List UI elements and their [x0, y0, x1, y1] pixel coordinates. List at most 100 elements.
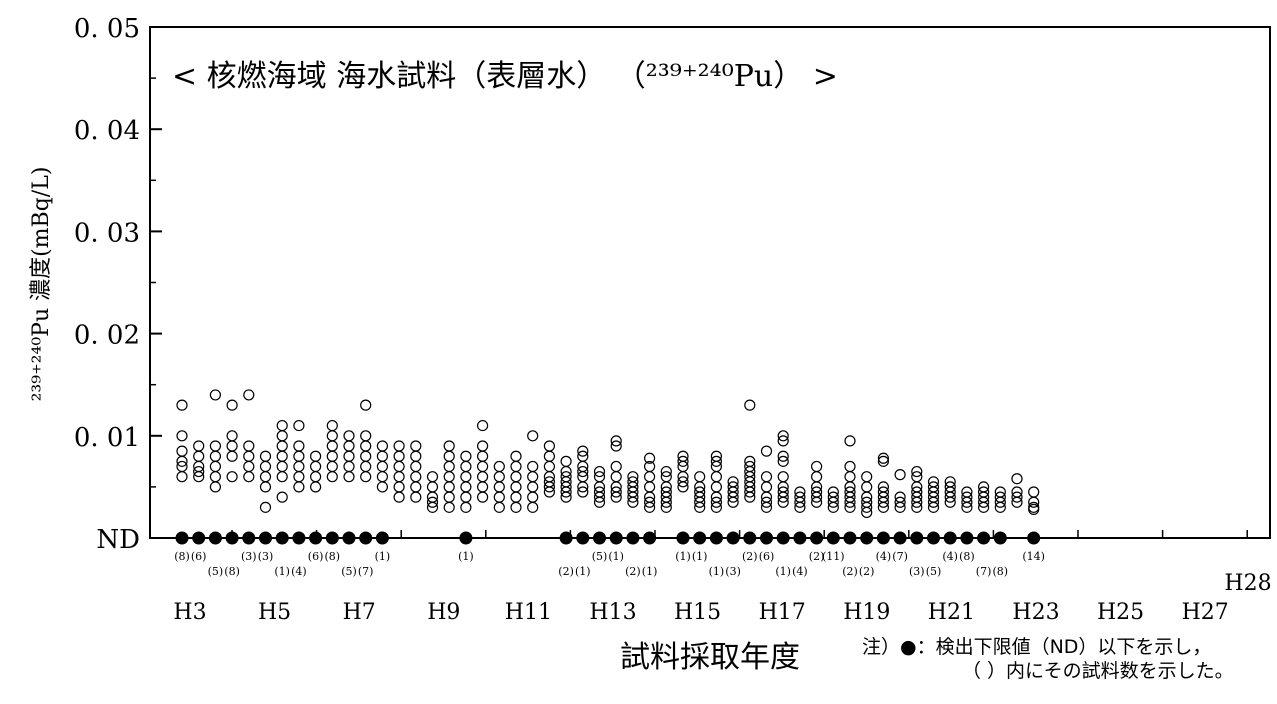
data-point [695, 472, 705, 482]
data-point [294, 441, 304, 451]
nd-point [193, 532, 205, 544]
nd-point [844, 532, 856, 544]
nd-point [877, 532, 889, 544]
y-axis-label: ²³⁹⁺²⁴⁰Pu 濃度(mBq/L) [29, 167, 54, 402]
nd-point [827, 532, 839, 544]
nd-count-label: (11) [822, 550, 845, 563]
data-point [277, 421, 287, 431]
data-point [494, 482, 504, 492]
data-point [611, 472, 621, 482]
nd-count-label: (8) [174, 550, 190, 563]
data-point [494, 472, 504, 482]
data-point [444, 461, 454, 471]
data-point [444, 492, 454, 502]
nd-point [677, 532, 689, 544]
data-point [344, 441, 354, 451]
nd-point [360, 532, 372, 544]
nd-point [343, 532, 355, 544]
x-tick-label: H21 [928, 600, 975, 625]
x-tick-label: H25 [1097, 600, 1144, 625]
data-point [411, 451, 421, 461]
nd-count-label: (1) [375, 550, 391, 563]
data-point [428, 472, 438, 482]
nd-count-label: (2) [558, 565, 574, 578]
data-point [528, 482, 538, 492]
data-point [711, 472, 721, 482]
nd-count-label: (14) [1022, 550, 1045, 563]
nd-point [209, 532, 221, 544]
data-point [261, 472, 271, 482]
nd-point [610, 532, 622, 544]
nd-point [260, 532, 272, 544]
data-point [862, 472, 872, 482]
nd-point [1028, 532, 1040, 544]
nd-point [694, 532, 706, 544]
data-point [244, 390, 254, 400]
data-point [762, 446, 772, 456]
data-point [812, 461, 822, 471]
nd-point [861, 532, 873, 544]
nd-count-label: (1) [675, 550, 691, 563]
data-point [428, 482, 438, 492]
data-point [544, 441, 554, 451]
data-point [511, 492, 521, 502]
nd-count-label: (2) [625, 565, 641, 578]
nd-count-label: (6) [308, 550, 324, 563]
data-point [194, 441, 204, 451]
data-point [895, 470, 905, 480]
data-point [511, 482, 521, 492]
nd-count-label: (2) [842, 565, 858, 578]
nd-count-labels: (8) (6)(5) (8)(3) (3)(1) (4)(6) (8)(5) (7)(1)(… [174, 550, 1045, 578]
nd-point [944, 532, 956, 544]
x-tick-label: H17 [759, 600, 806, 625]
plot-frame [150, 27, 1270, 538]
data-point [478, 441, 488, 451]
data-point [711, 482, 721, 492]
nd-count-label: (1) [642, 565, 658, 578]
y-tick-label: 0. 05 [74, 14, 140, 44]
data-point [294, 451, 304, 461]
data-point [478, 482, 488, 492]
data-point [461, 482, 471, 492]
data-point [177, 472, 187, 482]
nd-point [761, 532, 773, 544]
nd-point [911, 532, 923, 544]
data-point [528, 461, 538, 471]
data-point [210, 451, 220, 461]
nd-point [627, 532, 639, 544]
data-point [745, 400, 755, 410]
data-point [227, 400, 237, 410]
data-point [177, 446, 187, 456]
nd-point [811, 532, 823, 544]
data-point [478, 451, 488, 461]
data-point [361, 472, 371, 482]
nd-count-label: (3) [258, 550, 274, 563]
data-point [411, 482, 421, 492]
chart-title: < 核燃海域 海水試料（表層水） （²³⁹⁺²⁴⁰Pu） > [172, 59, 838, 94]
data-point [845, 461, 855, 471]
data-point [478, 421, 488, 431]
x-tick-label: H9 [427, 600, 460, 625]
data-point [344, 472, 354, 482]
data-point [227, 431, 237, 441]
data-point [311, 482, 321, 492]
data-point [327, 461, 337, 471]
data-point [327, 451, 337, 461]
data-point [361, 431, 371, 441]
data-point [478, 492, 488, 502]
nd-point [560, 532, 572, 544]
data-point [461, 461, 471, 471]
data-point [361, 451, 371, 461]
nd-point [710, 532, 722, 544]
nd-point [376, 532, 388, 544]
nd-point [460, 532, 472, 544]
nd-point [276, 532, 288, 544]
data-point [528, 502, 538, 512]
nd-count-label: (4) [291, 565, 307, 578]
nd-point [594, 532, 606, 544]
x-tick-label: H28 [1224, 571, 1271, 596]
data-point [762, 472, 772, 482]
nd-point [961, 532, 973, 544]
data-point [561, 456, 571, 466]
data-point [177, 400, 187, 410]
